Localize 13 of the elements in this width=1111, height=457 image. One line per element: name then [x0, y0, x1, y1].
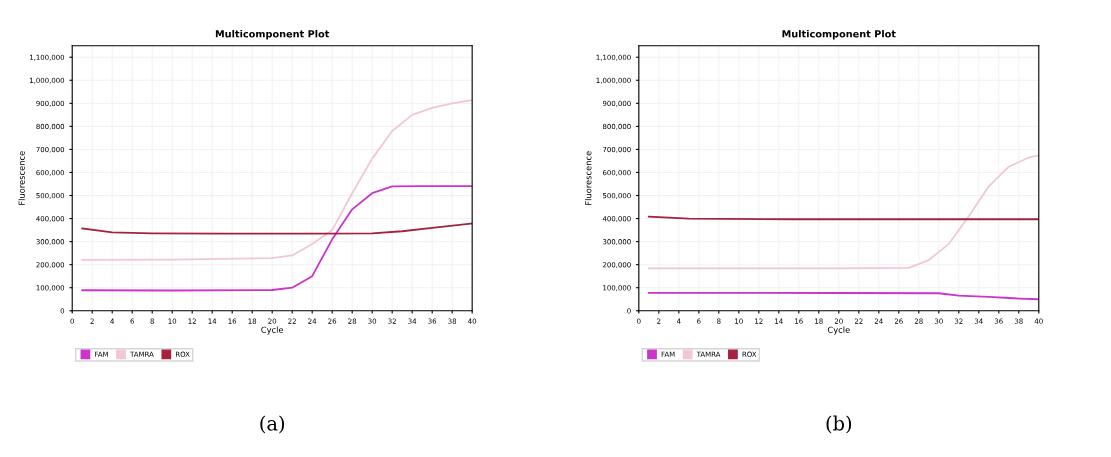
line-series — [647, 291, 1039, 301]
line-series — [81, 222, 473, 235]
chart-title: Multicomponent Plot — [215, 29, 330, 40]
text: (a) — [260, 415, 285, 434]
y-axis-title: Fluorescence — [18, 151, 25, 205]
y-axis-title: Fluorescence — [585, 151, 592, 205]
line-series — [81, 99, 473, 261]
chart-title: Multicomponent Plot — [782, 29, 896, 40]
x-axis-title: Cycle — [261, 326, 284, 335]
line-series — [81, 185, 473, 292]
line-series — [647, 154, 1039, 270]
x-axis-title: Cycle — [827, 326, 850, 335]
text: (b) — [826, 415, 852, 434]
